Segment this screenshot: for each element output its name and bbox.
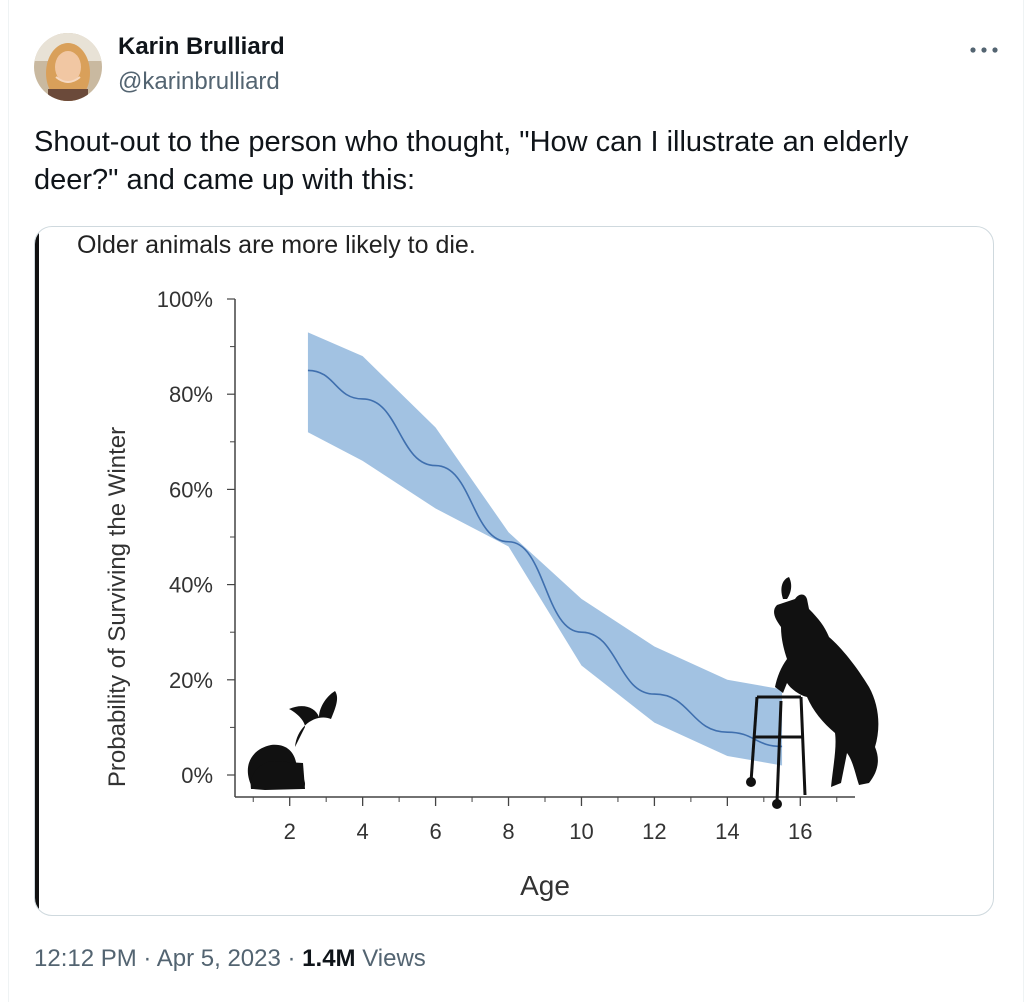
x-tick-label: 14 xyxy=(715,819,739,844)
y-tick-label: 60% xyxy=(169,477,213,502)
x-tick-label: 2 xyxy=(284,819,296,844)
tweet-meta: 12:12 PM · Apr 5, 2023 · 1.4M Views xyxy=(34,945,426,973)
chart-xlabel: Age xyxy=(520,870,570,901)
y-tick-label: 0% xyxy=(181,763,213,788)
confidence-band xyxy=(307,332,783,766)
y-tick-label: 20% xyxy=(169,668,213,693)
y-tick-label: 100% xyxy=(157,287,213,312)
y-tick-label: 40% xyxy=(169,573,213,598)
fawn-silhouette-icon xyxy=(247,691,338,790)
survival-chart: Older animals are more likely to die. Pr… xyxy=(77,231,879,901)
x-tick-label: 16 xyxy=(788,819,812,844)
tweet-card xyxy=(8,0,1024,1002)
mean-survival-line xyxy=(307,369,783,748)
author-avatar[interactable] xyxy=(34,33,102,101)
x-tick-label: 8 xyxy=(502,819,514,844)
tweet-media-image[interactable]: Older animals are more likely to die. Pr… xyxy=(34,226,994,916)
x-tick-label: 10 xyxy=(569,819,593,844)
more-options-button[interactable] xyxy=(964,36,1004,64)
author-handle[interactable]: @karinbrulliard xyxy=(118,68,280,95)
tweet-date[interactable]: Apr 5, 2023 xyxy=(156,945,281,972)
y-tick-label: 80% xyxy=(169,382,213,407)
ellipsis-icon xyxy=(970,47,998,53)
avatar-photo-icon xyxy=(34,33,102,101)
views-count: 1.4M xyxy=(302,945,356,972)
author-name[interactable]: Karin Brulliard xyxy=(118,33,285,60)
chart-title: Older animals are more likely to die. xyxy=(77,231,476,259)
plot-area: 0% 20% 40% 60% 80% 100% 2 4 6 8 10 12 14 16 xyxy=(157,287,855,844)
meta-separator: · xyxy=(280,945,303,972)
views-label: Views xyxy=(355,945,426,972)
meta-separator: · xyxy=(136,945,157,972)
x-tick-label: 4 xyxy=(357,819,369,844)
tweet-time[interactable]: 12:12 PM xyxy=(34,945,137,972)
tweet-text: Shout-out to the person who thought, "Ho… xyxy=(34,126,909,196)
media-edge xyxy=(35,227,39,915)
x-tick-label: 12 xyxy=(642,819,666,844)
elderly-deer-walker-icon xyxy=(746,577,879,809)
chart-ylabel: Probability of Surviving the Winter xyxy=(104,427,131,787)
x-tick-label: 6 xyxy=(429,819,441,844)
